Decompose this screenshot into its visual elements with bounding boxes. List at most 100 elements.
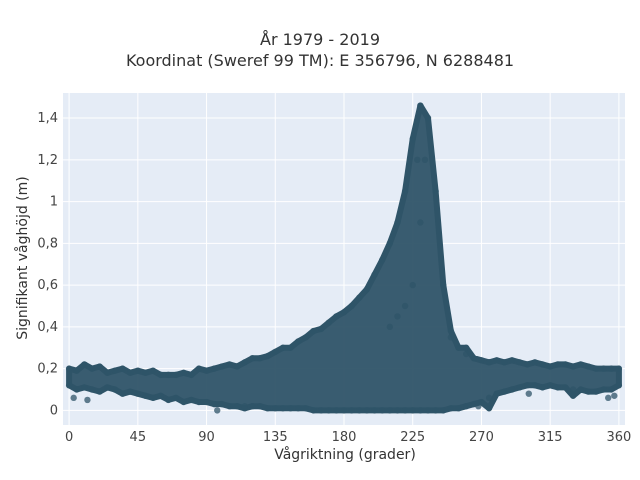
scatter-point [577, 361, 584, 368]
scatter-point [233, 363, 241, 370]
scatter-point [214, 407, 221, 414]
scatter-point [432, 407, 439, 414]
scatter-point [180, 398, 187, 406]
scatter-point [525, 390, 532, 397]
scatter-point [516, 359, 523, 366]
x-tick-label: 135 [263, 430, 288, 445]
scatter-point [493, 390, 500, 397]
x-tick-label: 90 [198, 430, 215, 445]
scatter-point [241, 359, 248, 366]
scatter-point [600, 386, 607, 393]
x-tick-label: 45 [130, 430, 147, 445]
scatter-point [203, 367, 210, 374]
scatter-point [531, 359, 539, 366]
scatter-point [485, 394, 493, 402]
chart-subtitle: Koordinat (Sweref 99 TM): E 356796, N 62… [125, 51, 515, 70]
x-tick-label: 225 [400, 430, 425, 445]
scatter-point [508, 386, 516, 393]
scatter-point [279, 405, 287, 412]
scatter-point [615, 365, 623, 372]
scatter-point [165, 396, 172, 404]
scatter-point [440, 281, 447, 289]
scatter-point [585, 388, 592, 395]
scatter-point [264, 352, 271, 360]
scatter-point [203, 398, 210, 406]
scatter-point [611, 392, 618, 399]
scatter-point [104, 384, 111, 391]
scatter-point [241, 405, 248, 412]
scatter-point [310, 407, 317, 414]
y-tick-label: 1,2 [37, 153, 58, 168]
scatter-point [65, 382, 73, 389]
scatter-point [84, 396, 91, 404]
scatter-point [386, 407, 394, 414]
scatter-point [73, 386, 80, 393]
y-tick-label: 1 [50, 195, 58, 210]
scatter-point [210, 365, 218, 372]
scatter-point [462, 350, 470, 358]
scatter-point [394, 407, 401, 414]
scatter-point [333, 407, 340, 414]
scatter-point [210, 400, 218, 408]
scatter-point [233, 403, 241, 410]
scatter-point [348, 302, 355, 310]
scatter-point [188, 396, 195, 404]
scatter-point [142, 392, 149, 399]
scatter-point [592, 388, 600, 395]
scatter-point [554, 384, 562, 391]
scatter-point [81, 384, 88, 391]
scatter-point [65, 365, 73, 372]
scatter-point [287, 344, 294, 351]
scatter-point [149, 367, 157, 374]
scatter-point [600, 365, 607, 372]
scatter-point [310, 327, 317, 335]
y-tick-label: 0,6 [37, 278, 58, 293]
scatter-point [409, 407, 416, 414]
points-layer [65, 102, 623, 414]
scatter-point [414, 156, 421, 164]
scatter-point [302, 405, 310, 412]
y-tick-label: 0,2 [37, 362, 58, 377]
scatter-point [88, 386, 96, 393]
scatter-point [104, 369, 111, 376]
scatter-point [562, 361, 569, 368]
scatter-point [417, 407, 424, 414]
scatter-point [546, 382, 554, 389]
scatter-point [195, 365, 203, 372]
scatter-point [157, 371, 164, 379]
scatter-point [592, 365, 600, 372]
x-tick-layer: 0 45 90 135 180 225 270 315 360 [65, 430, 631, 445]
scatter-point [363, 407, 371, 414]
scatter-point [569, 363, 577, 370]
scatter-point [409, 281, 416, 289]
scatter-point [317, 407, 325, 414]
scatter-point [455, 344, 462, 351]
y-axis-title: Signifikant våghöjd (m) [15, 176, 31, 340]
scatter-point [272, 405, 279, 412]
scatter-point [218, 363, 226, 370]
scatter-point [157, 392, 164, 399]
scatter-point [70, 394, 77, 402]
scatter-point [401, 302, 409, 310]
scatter-point [608, 365, 615, 372]
scatter-point [394, 313, 401, 320]
scatter-point [462, 403, 470, 410]
scatter-point [546, 363, 554, 370]
scatter-point [134, 367, 142, 374]
scatter-point [226, 403, 233, 410]
scatter-point [356, 294, 363, 301]
scatter-point [272, 348, 279, 356]
scatter-point [188, 371, 195, 379]
scatter-point [294, 405, 302, 412]
scatter-point [226, 361, 233, 368]
scatter-point [96, 388, 103, 395]
scatter-point [401, 187, 409, 195]
scatter-point [356, 407, 363, 414]
scatter-point [165, 371, 172, 379]
scatter-point [455, 405, 462, 412]
scatter-point [218, 400, 226, 408]
scatter-point [440, 407, 447, 414]
scatter-point [340, 407, 348, 414]
scatter-point [577, 386, 584, 393]
